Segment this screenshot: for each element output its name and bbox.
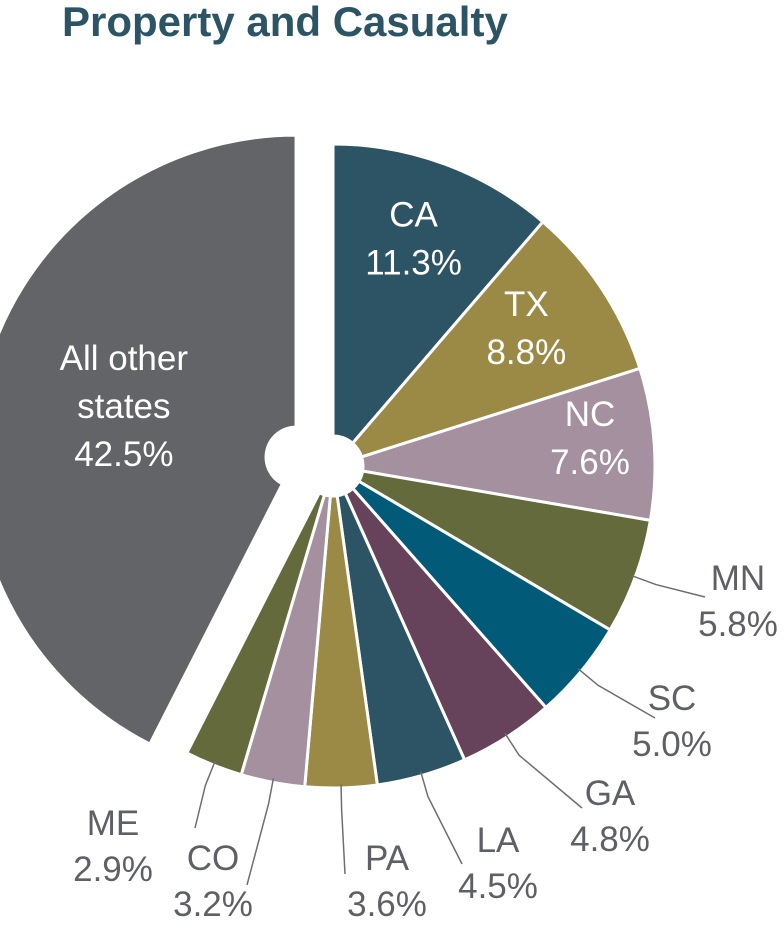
pie-slice [350,219,642,459]
value-label: 4.5% [458,867,538,906]
value-label: 11.3% [365,244,462,283]
leader-line [577,668,656,719]
leader-line [194,761,216,829]
category-label: CO [187,839,240,878]
category-label: PA [365,839,410,878]
leader-line [246,778,275,886]
category-label: All other states [60,339,189,426]
pie-slice [184,490,327,777]
category-label: CA [389,196,438,235]
chart-title: Property and Casualty [62,0,508,45]
leader-line [631,574,706,598]
leader-line [340,783,346,875]
category-label: NC [565,395,616,434]
category-label: LA [477,821,520,860]
value-label: 8.8% [486,333,566,372]
value-label: 2.9% [73,850,153,889]
value-label: 7.6% [550,443,630,482]
value-label: 5.8% [698,605,778,644]
category-label: MN [711,559,765,598]
slice-label: CA 11.3% [365,196,462,283]
category-label: ME [87,804,140,843]
pie-slice [0,133,298,747]
slice-label: All other states 42.5% [60,339,189,474]
category-label: SC [648,679,697,718]
value-label: 4.8% [570,820,650,859]
value-label: 3.2% [173,885,253,924]
value-label: 5.0% [632,725,712,764]
slice-label: NC 7.6% [550,395,630,482]
leader-line [504,733,583,809]
leader-line [420,771,463,865]
slice-label: TX 8.8% [486,285,566,372]
pie-slice [331,142,546,446]
value-label: 3.6% [347,885,427,924]
category-label: GA [585,774,636,813]
category-label: TX [504,285,549,324]
value-label: 42.5% [74,435,173,474]
